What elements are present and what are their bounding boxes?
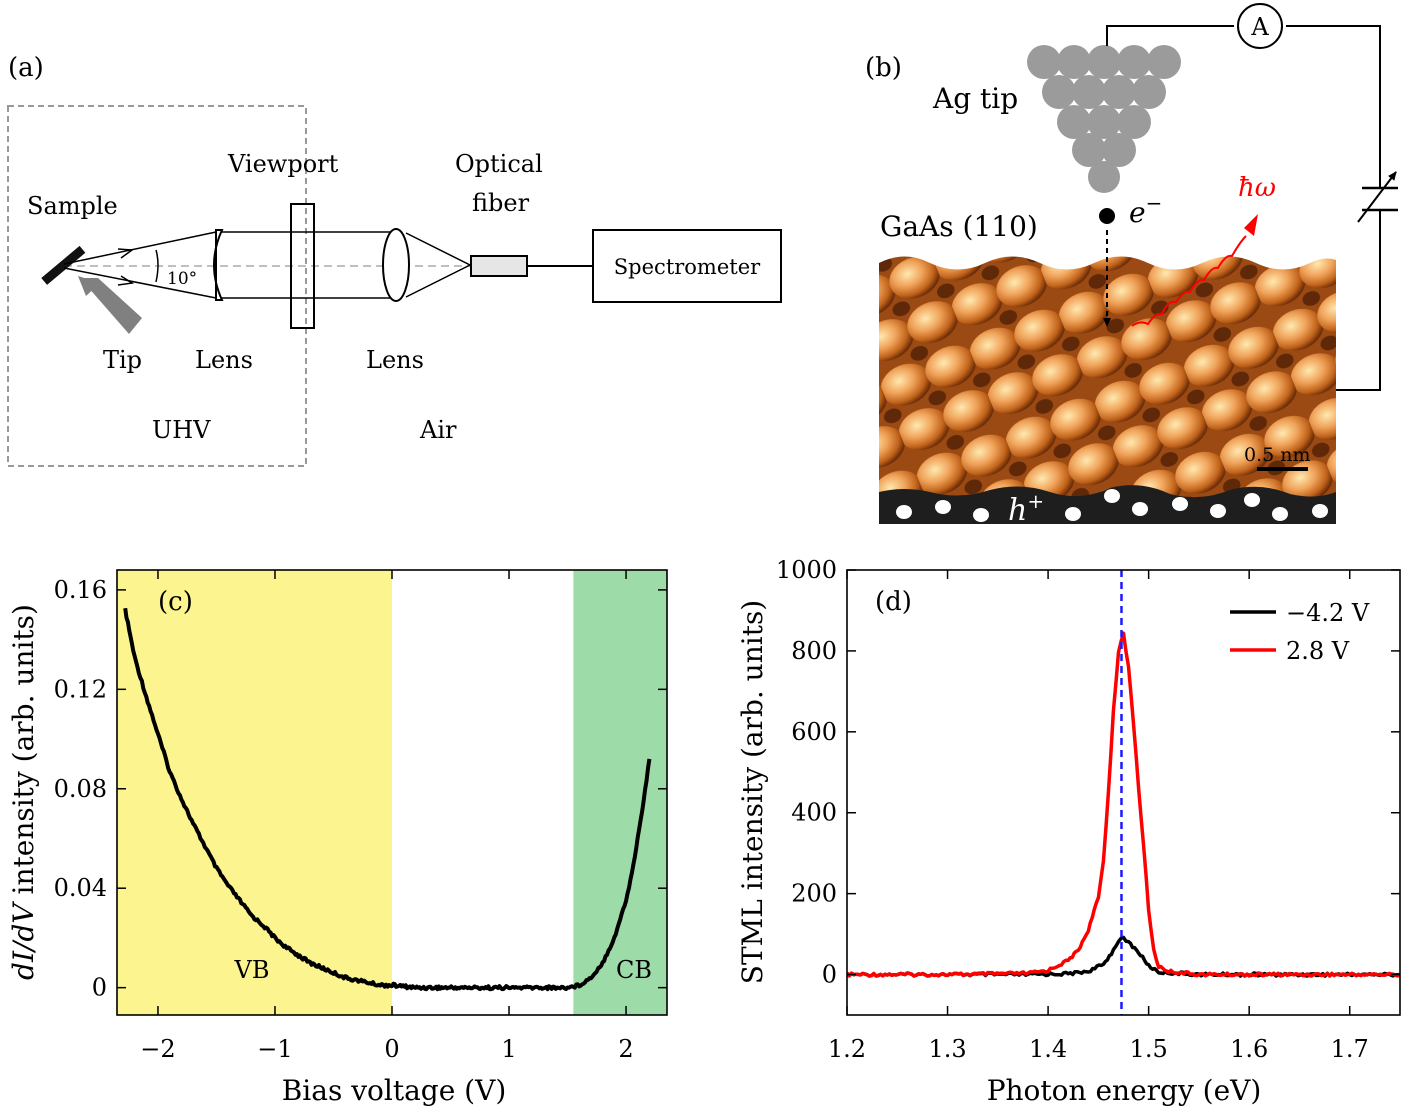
chart-c-ytick-label-3: 0.12 <box>54 675 107 703</box>
chart-d-frame <box>846 569 1401 1016</box>
circuit-wire-top <box>1106 25 1234 46</box>
chart-d-xtick-label-2: 1.4 <box>1029 1035 1067 1063</box>
chart-d-xtick-label-1: 1.3 <box>928 1035 966 1063</box>
chart-c-ylabel-italic: dI/dV <box>7 901 40 980</box>
angle-label: 10° <box>167 269 197 289</box>
chart-c-bands <box>117 570 667 1015</box>
chart-c-band-label-cb: CB <box>616 956 652 984</box>
sample-plate <box>41 245 86 285</box>
chart-c-band-vb <box>117 570 392 1015</box>
lens-right <box>382 228 410 302</box>
chart-d-ticks: 1.2 1.3 1.4 1.5 1.6 1.7 0 200 400 600 800 1000 <box>776 556 1400 1063</box>
chart-d-xtick-label-4: 1.6 <box>1230 1035 1268 1063</box>
chart-c-xtick-label-1: −1 <box>257 1035 292 1063</box>
chart-c-ytick-label-2: 0.08 <box>54 775 107 803</box>
variable-bias-arrow <box>1357 171 1397 223</box>
panel-a-letter: (a) <box>8 53 44 83</box>
chart-c: −2 −1 0 1 2 0 0.04 0.08 0.12 0.16 (c) VB CB Bias … <box>7 569 668 1107</box>
circuit-wire-right <box>1286 25 1381 187</box>
lens-left <box>213 229 224 301</box>
circuit-wire-return <box>1336 210 1381 391</box>
viewport-label: Viewport <box>227 150 339 178</box>
ag-tip-label: Ag tip <box>932 82 1018 115</box>
chart-d-legend: −4.2 V 2.8 V <box>1230 599 1370 665</box>
chart-c-ytick-label-4: 0.16 <box>54 576 107 604</box>
panel-b-letter: (b) <box>865 53 902 83</box>
chart-d-series-neg-4-2v <box>847 935 1400 978</box>
ag-tip-atoms <box>1027 45 1181 193</box>
tip-label: Tip <box>103 346 142 374</box>
hole-label: h+ <box>1008 489 1044 528</box>
chart-d-series-2-8v <box>847 631 1400 978</box>
panel-a: (a) 10° Spectrometer Sample Viewport Opt… <box>7 53 782 467</box>
lens-left-label: Lens <box>195 346 253 374</box>
air-label: Air <box>419 416 457 444</box>
beam-arrow-upper <box>117 248 135 259</box>
spectrometer-box <box>592 229 782 303</box>
tip-shape <box>80 278 142 334</box>
beam-arrow-lower <box>117 275 135 286</box>
legend-label-2-8v: 2.8 V <box>1286 637 1350 665</box>
chart-d-ytick-label-3: 600 <box>791 718 837 746</box>
angle-arc <box>155 249 159 283</box>
chart-c-ylabel-rest: intensity (arb. units) <box>7 604 40 903</box>
chart-c-series-didv <box>123 607 652 992</box>
chart-d-xtick-label-0: 1.2 <box>828 1035 866 1063</box>
chart-c-xtick-label-0: −2 <box>140 1035 175 1063</box>
chart-d-ytick-label-1: 200 <box>791 880 837 908</box>
chart-c-panel-letter: (c) <box>158 587 193 617</box>
hole-letter: h <box>1008 493 1027 528</box>
spectrometer-label: Spectrometer <box>614 255 761 279</box>
panel-b: (b) Ag tip A GaAs (110) h+ e− <box>865 3 1398 528</box>
chart-d-xtick-label-5: 1.7 <box>1331 1035 1369 1063</box>
electron-letter: e <box>1129 196 1146 229</box>
sample-label: Sample <box>27 192 118 220</box>
chart-d-panel-letter: (d) <box>875 587 912 617</box>
ammeter-circle <box>1237 3 1283 49</box>
chart-c-xtick-label-4: 2 <box>618 1035 633 1063</box>
chart-c-xtick-label-3: 1 <box>501 1035 516 1063</box>
chart-c-xtick-label-2: 0 <box>384 1035 399 1063</box>
optical-fiber-connector <box>470 255 528 277</box>
chart-c-xlabel: Bias voltage (V) <box>282 1074 507 1107</box>
chart-c-ylabel: dI/dV intensity (arb. units) <box>7 604 40 980</box>
chart-d-ytick-label-4: 800 <box>791 637 837 665</box>
scalebar-label: 0.5 nm <box>1244 444 1311 466</box>
electron-label: e− <box>1129 191 1162 229</box>
photon-label: ħω <box>1238 173 1276 203</box>
focus-beam <box>405 232 472 298</box>
chart-c-ytick-label-0: 0 <box>92 974 107 1002</box>
stm-topography-image <box>879 256 1336 500</box>
chart-c-band-label-vb: VB <box>234 956 270 984</box>
tip-shape-head <box>78 276 100 296</box>
electron-dot <box>1099 208 1115 224</box>
beam-lower <box>63 267 217 299</box>
chart-d-xlabel: Photon energy (eV) <box>987 1074 1262 1107</box>
beam-upper <box>63 231 217 265</box>
fiber-label-line2: fiber <box>472 189 530 217</box>
chart-c-ticks: −2 −1 0 1 2 0 0.04 0.08 0.12 0.16 <box>54 570 667 1063</box>
chart-d-ytick-label-0: 0 <box>822 961 837 989</box>
hole-sup: + <box>1027 489 1044 513</box>
chart-d-ytick-label-5: 1000 <box>776 556 837 584</box>
fiber-label-line1: Optical <box>455 150 543 178</box>
surface-label: GaAs (110) <box>880 210 1038 243</box>
legend-label-neg-4-2v: −4.2 V <box>1286 599 1370 627</box>
chart-c-band-cb <box>573 570 667 1015</box>
viewport-window <box>290 203 315 329</box>
ammeter-label: A <box>1250 13 1269 41</box>
hole-dots <box>896 489 1328 522</box>
chart-d-xtick-label-3: 1.5 <box>1130 1035 1168 1063</box>
uhv-label: UHV <box>152 416 211 444</box>
uhv-chamber-box <box>7 105 307 467</box>
chart-c-ytick-label-1: 0.04 <box>54 874 107 902</box>
photon-arrowhead <box>1244 214 1258 236</box>
chart-d-ytick-label-2: 400 <box>791 799 837 827</box>
electron-sup: − <box>1146 191 1163 215</box>
chart-d-ylabel: STML intensity (arb. units) <box>736 600 769 984</box>
photon-wave <box>1131 235 1247 327</box>
lens-right-label: Lens <box>366 346 424 374</box>
